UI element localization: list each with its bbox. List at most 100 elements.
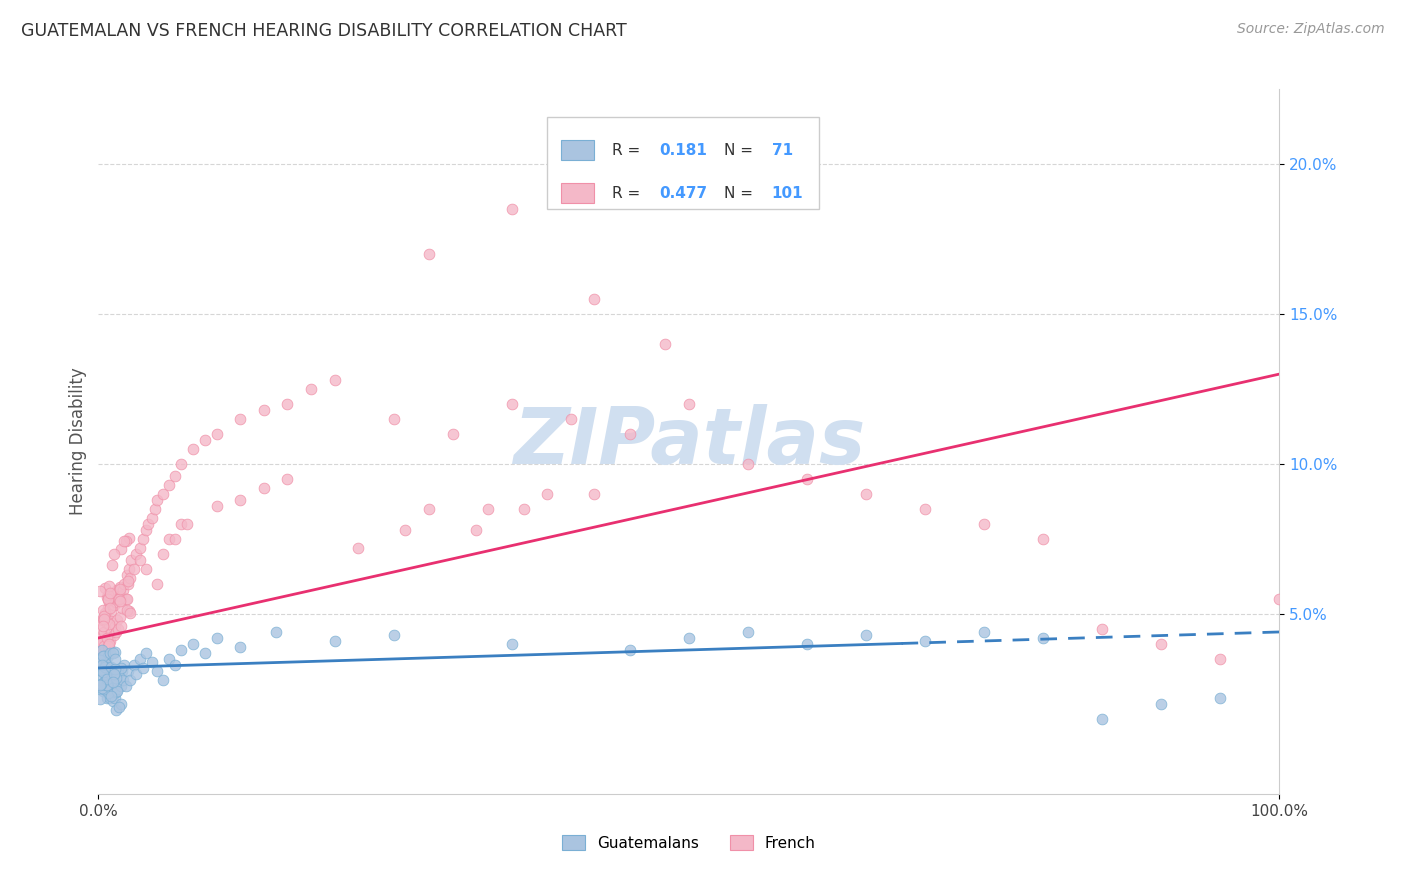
Point — [229, 412, 252, 426]
Point — [91, 665, 114, 679]
Point — [101, 646, 124, 660]
Point — [101, 558, 124, 572]
Point — [100, 624, 122, 639]
Point — [94, 634, 117, 648]
Point — [96, 677, 118, 691]
Point — [90, 635, 112, 649]
Point — [94, 582, 117, 596]
Point — [104, 652, 127, 666]
Point — [91, 643, 114, 657]
Point — [118, 562, 141, 576]
Point — [103, 547, 125, 561]
Point — [98, 640, 121, 654]
Point — [104, 672, 127, 686]
Point — [101, 615, 124, 630]
Point — [165, 532, 187, 546]
Point — [91, 642, 114, 657]
Point — [170, 643, 193, 657]
Point — [176, 516, 198, 531]
Point — [97, 685, 120, 699]
Point — [93, 607, 115, 621]
Point — [125, 547, 148, 561]
Point — [94, 655, 117, 669]
Point — [89, 653, 111, 667]
Point — [94, 660, 117, 674]
Point — [91, 637, 114, 651]
Point — [654, 337, 676, 351]
Point — [105, 703, 128, 717]
Point — [98, 679, 121, 693]
Point — [94, 607, 117, 621]
Point — [93, 608, 115, 623]
Point — [110, 661, 132, 675]
Point — [90, 648, 112, 662]
Point — [97, 601, 120, 615]
Point — [114, 534, 136, 549]
Point — [97, 686, 120, 700]
Point — [264, 624, 287, 639]
Point — [347, 541, 370, 555]
Point — [194, 646, 217, 660]
Point — [91, 648, 114, 663]
Point — [101, 586, 124, 600]
Point — [194, 433, 217, 447]
Point — [122, 562, 145, 576]
Point — [111, 664, 134, 678]
Point — [98, 634, 121, 648]
Point — [441, 427, 464, 442]
Point — [100, 601, 122, 615]
Point — [165, 469, 187, 483]
Text: R =: R = — [612, 186, 645, 201]
Point — [96, 643, 118, 657]
Point — [536, 487, 558, 501]
Point — [110, 582, 132, 596]
Point — [101, 694, 124, 708]
Point — [619, 427, 641, 442]
Point — [104, 676, 127, 690]
Point — [132, 661, 155, 675]
Point — [96, 657, 118, 672]
Point — [94, 657, 117, 671]
Point — [97, 667, 120, 681]
Point — [465, 523, 488, 537]
Point — [93, 639, 115, 653]
Point — [98, 586, 121, 600]
Point — [105, 582, 128, 597]
Point — [105, 667, 128, 681]
Point — [90, 642, 112, 657]
Point — [96, 672, 118, 686]
Point — [104, 619, 127, 633]
Point — [97, 617, 120, 632]
Point — [157, 478, 180, 492]
Point — [103, 667, 125, 681]
Point — [737, 457, 759, 471]
Point — [89, 678, 111, 692]
Point — [737, 624, 759, 639]
Point — [512, 502, 534, 516]
Text: N =: N = — [724, 186, 758, 201]
Point — [91, 643, 114, 657]
Point — [501, 397, 523, 411]
Text: Source: ZipAtlas.com: Source: ZipAtlas.com — [1237, 22, 1385, 37]
Text: 101: 101 — [772, 186, 803, 201]
Point — [118, 531, 141, 545]
Y-axis label: Hearing Disability: Hearing Disability — [69, 368, 87, 516]
Point — [1150, 637, 1173, 651]
Point — [91, 661, 114, 675]
Point — [103, 685, 125, 699]
Point — [103, 628, 125, 642]
Point — [91, 657, 114, 672]
Point — [90, 681, 112, 695]
Point — [93, 681, 115, 696]
Point — [98, 613, 121, 627]
Point — [97, 631, 120, 645]
Point — [253, 481, 276, 495]
Point — [98, 591, 121, 606]
Point — [117, 603, 139, 617]
Text: ZIPatlas: ZIPatlas — [513, 403, 865, 480]
Bar — [561, 184, 595, 203]
Point — [152, 487, 174, 501]
Point — [108, 580, 131, 594]
Point — [170, 516, 193, 531]
Point — [501, 637, 523, 651]
